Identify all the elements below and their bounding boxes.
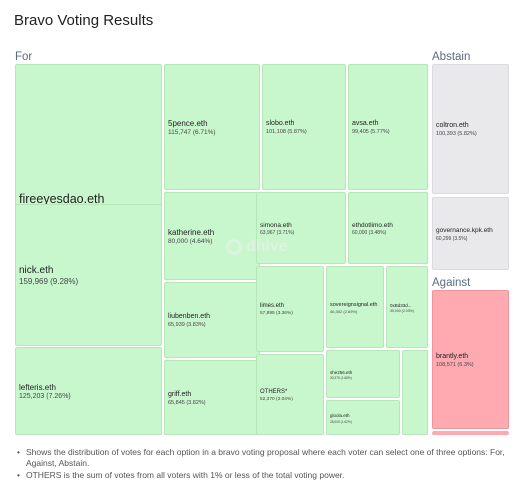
tile-label: sovereignsignal.eth [330,301,378,308]
tile-label: griff.eth [168,390,192,398]
tile-value: 125,203 (7.26%) [19,393,71,400]
tile-for-pyrokinesio-eth[interactable] [428,350,429,351]
tile-value: 35,000 (2.03%) [390,309,414,313]
tile-for-lefteris-eth[interactable]: lefteris.eth 125,203 (7.26%) [15,347,162,435]
tile-for-slobo-eth[interactable]: slobo.eth 101,108 (5.87%) [262,64,346,190]
tile-label: avsa.eth [352,120,379,127]
tile-for-0xbd33d-[interactable]: 0xBd33d... 35,000 (2.03%) [386,266,428,348]
tile-label: nick.eth [19,265,54,276]
tile-value: 57,895 (3.36%) [260,311,293,316]
tile-label: 5pence.eth [168,119,208,128]
chart-notes: Shows the distribution of votes for each… [14,447,509,482]
tile-value: 115,747 (6.71%) [168,129,216,136]
tile-value: 101,108 (5.87%) [266,129,307,135]
tile-against-brantly-eth[interactable]: brantly.eth 108,571 (6.3%) [432,290,509,429]
group-label-against: Against [432,277,471,289]
tile-label: katherine.eth [168,228,215,237]
tile-value: 52,370 (3.04%) [260,396,293,402]
dhive-logo-icon [226,239,242,255]
tile-label: governance.kpk.eth [436,227,493,234]
tile-value: 30,375 (1.68%) [330,376,352,380]
tile-for-liubenben-eth[interactable]: liubenben.eth 65,939 (3.83%) [164,282,260,358]
tile-value: 65,845 (3.82%) [168,399,206,406]
tile-value: 80,000 (4.64%) [168,238,213,245]
chart-title: Bravo Voting Results [14,12,154,29]
tile-for-5pence-eth[interactable]: 5pence.eth 115,747 (6.71%) [164,64,260,190]
tile-label: gloola.eth [330,413,350,418]
tile-value: 100,393 (5.82%) [436,131,477,137]
tile-value: 60,000 (3.48%) [352,230,387,236]
tile-label: brantly.eth [436,352,469,360]
tile-for-gloola-eth[interactable]: gloola.eth 28,000 (1.62%) [326,400,400,435]
tile-value: 46,302 (2.69%) [330,309,358,314]
tile-label: 0xBd33d... [390,302,412,308]
tile-label: she256.eth [330,369,353,375]
tile-label: coltron.eth [436,122,469,129]
tile-abstain-coltron-eth[interactable]: coltron.eth 100,393 (5.82%) [432,64,509,194]
tile-label: ethdotlimo.eth [352,221,393,229]
tile-for-limes-eth[interactable]: limes.eth 57,895 (3.36%) [256,266,324,352]
tile-for-avsa-eth[interactable]: avsa.eth 99,405 (5.77%) [348,64,428,190]
tile-for-others-[interactable]: OTHERS* 52,370 (3.04%) [256,354,324,435]
tile-abstain-governance-kpk-eth[interactable]: governance.kpk.eth 60,299 (3.5%) [432,197,509,270]
tile-for-she256-eth[interactable]: she256.eth 30,375 (1.68%) [326,350,400,398]
tile-value: 28,000 (1.62%) [330,419,352,424]
tile-for-nick-eth[interactable]: nick.eth 159,969 (9.28%) [15,204,162,346]
tile-value: 60,299 (3.5%) [436,235,468,242]
note-distribution: Shows the distribution of votes for each… [14,447,509,469]
tile-for-katherine-eth[interactable]: katherine.eth 80,000 (4.64%) [164,192,260,280]
tile-value: 99,405 (5.77%) [352,129,390,135]
watermark-text: dhive [246,238,288,255]
tile-for-sovereignsignal-eth[interactable]: sovereignsignal.eth 46,302 (2.69%) [326,266,384,348]
tile-label: simona.eth [260,221,292,229]
tile-label: fireeyesdao.eth [19,191,105,206]
tile-for-griff-eth[interactable]: griff.eth 65,845 (3.82%) [164,360,260,435]
tile-for-unnamed-17[interactable] [402,350,428,435]
tile-for-simona-eth[interactable]: simona.eth 63,967 (3.71%) [256,192,346,264]
tile-value: 65,939 (3.83%) [168,322,206,328]
tile-value: 108,571 (6.3%) [436,361,474,368]
note-others: OTHERS is the sum of votes from all vote… [14,470,509,481]
tile-value: 63,967 (3.71%) [260,230,295,236]
tile-label: liubenben.eth [168,313,211,320]
tile-for-ethdotlimo-eth[interactable]: ethdotlimo.eth 60,000 (3.48%) [348,192,428,264]
tile-value: 159,969 (9.28%) [19,277,79,286]
tile-label: lefteris.eth [19,383,56,392]
tile-label: OTHERS* [260,388,288,395]
group-label-for: For [15,51,33,63]
tile-label: limes.eth [260,303,285,309]
tile-label: slobo.eth [266,120,295,127]
tile-against-unnamed-1[interactable] [432,431,509,435]
group-label-abstain: Abstain [432,51,471,63]
